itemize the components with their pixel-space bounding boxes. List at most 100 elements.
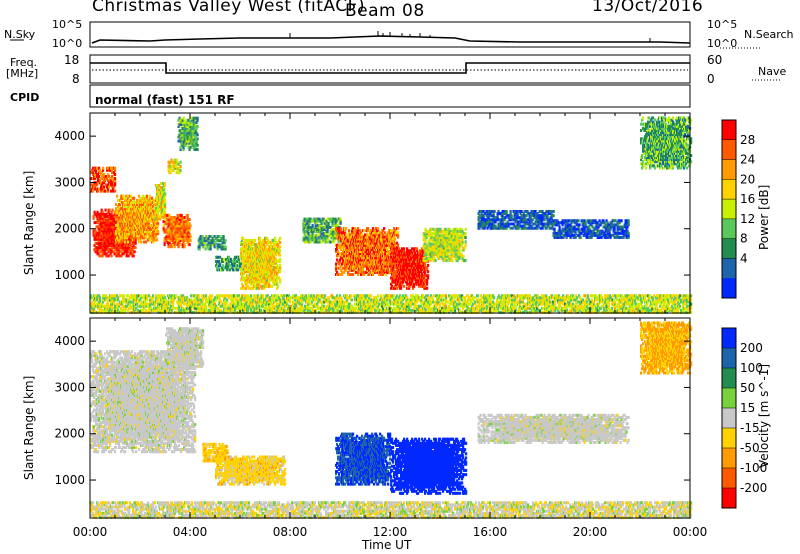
echo-cell — [145, 241, 147, 244]
echo-cell — [272, 239, 274, 242]
echo-cell — [363, 271, 365, 274]
echo-cell — [240, 247, 242, 250]
echo-cell — [279, 241, 281, 244]
echo-cell — [120, 230, 122, 233]
echo-cell — [178, 140, 180, 143]
echo-cell — [339, 273, 341, 276]
echo-cell — [120, 241, 122, 244]
echo-cell — [403, 285, 405, 288]
echo-cell — [96, 167, 98, 170]
echo-cell — [98, 175, 100, 178]
echo-cell — [105, 209, 107, 212]
echo-cell — [328, 222, 330, 225]
echo-cell — [124, 241, 126, 244]
echo-cell — [336, 220, 338, 223]
echo-cell — [219, 256, 221, 259]
echo-cell — [323, 232, 325, 235]
echo-cell — [367, 227, 369, 230]
echo-cell — [184, 243, 186, 246]
echo-cell — [114, 190, 116, 193]
echo-cell — [104, 190, 106, 193]
freq-trace — [90, 63, 690, 73]
echo-cell — [339, 252, 341, 255]
echo-cell — [390, 229, 392, 232]
echo-cell — [189, 243, 191, 246]
echo-cell — [202, 235, 204, 238]
echo-cell — [340, 218, 342, 221]
echo-cell — [114, 167, 116, 170]
echo-cell — [102, 167, 104, 170]
echo-cell — [180, 169, 182, 172]
echo-cell — [190, 239, 192, 242]
echo-cell — [225, 245, 227, 248]
echo-cell — [115, 207, 117, 210]
echo-cell — [127, 241, 129, 244]
echo-cell — [413, 283, 415, 286]
echo-cell — [189, 218, 191, 221]
echo-cell — [321, 241, 323, 244]
echo-cell — [394, 270, 396, 273]
echo-cell — [157, 222, 159, 225]
echo-cell — [217, 243, 219, 246]
power-scatter — [90, 117, 692, 314]
echo-cell — [335, 263, 337, 266]
echo-region-0 — [90, 167, 116, 193]
echo-cell — [279, 245, 281, 248]
echo-cell — [157, 230, 159, 233]
echo-cell — [108, 254, 110, 257]
echo-cell — [110, 190, 112, 193]
echo-cell — [345, 227, 347, 230]
echo-cell — [164, 182, 166, 185]
echo-cell — [197, 117, 199, 120]
echo-cell — [164, 211, 166, 214]
echo-cell — [276, 272, 278, 275]
echo-region-12 — [390, 247, 429, 289]
echo-cell — [103, 173, 105, 176]
echo-cell — [323, 218, 325, 221]
echo-cell — [190, 146, 192, 149]
echo-cell — [397, 231, 399, 234]
echo-cell — [225, 258, 227, 261]
echo-region-11 — [335, 227, 399, 276]
echo-cell — [277, 285, 279, 288]
echo-cell — [279, 264, 281, 267]
echo-region-9 — [240, 237, 281, 290]
echo-cell — [146, 195, 148, 198]
echo-cell — [377, 227, 379, 230]
echo-cell — [116, 195, 118, 198]
echo-cell — [109, 209, 111, 212]
echo-cell — [149, 195, 151, 198]
echo-cell — [347, 271, 349, 274]
echo-cell — [111, 254, 113, 257]
echo-cell — [337, 250, 339, 253]
echo-region-6 — [178, 117, 199, 151]
echo-region-7 — [198, 235, 227, 251]
echo-cell — [138, 195, 140, 198]
echo-cell — [382, 233, 384, 236]
echo-cell — [190, 224, 192, 227]
echo-cell — [134, 250, 136, 253]
echo-cell — [151, 197, 153, 200]
echo-cell — [143, 241, 145, 244]
echo-cell — [117, 220, 119, 223]
echo-cell — [163, 224, 165, 227]
echo-cell — [348, 229, 350, 232]
echo-cell — [277, 266, 279, 269]
echo-cell — [167, 218, 169, 221]
nsky-trace — [92, 36, 690, 43]
echo-cell — [164, 199, 166, 202]
echo-cell — [178, 163, 180, 166]
echo-cell — [185, 121, 187, 124]
echo-cell — [99, 169, 101, 172]
echo-cell — [187, 214, 189, 217]
echo-cell — [95, 242, 97, 245]
echo-cell — [94, 221, 96, 224]
echo-cell — [363, 229, 365, 232]
echo-cell — [308, 232, 310, 235]
echo-cell — [190, 235, 192, 238]
echo-cell — [396, 287, 398, 290]
echo-cell — [209, 235, 211, 238]
echo-cell — [279, 237, 281, 240]
echo-cell — [219, 235, 221, 238]
echo-cell — [191, 117, 193, 120]
